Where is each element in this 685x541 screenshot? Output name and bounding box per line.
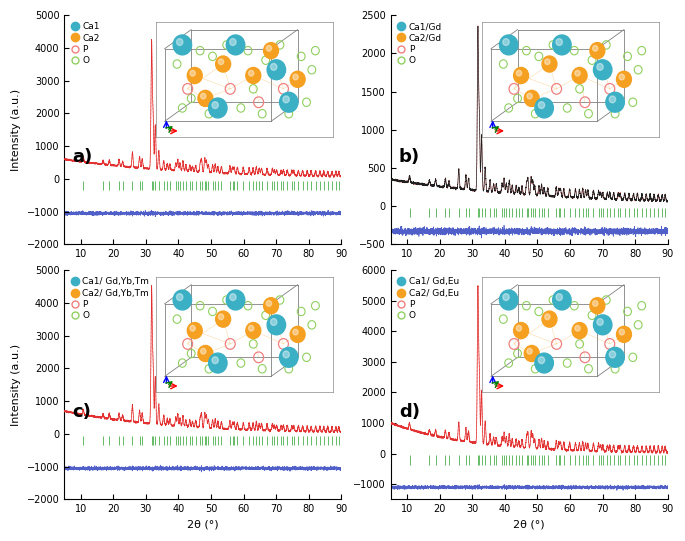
Y-axis label: Intensity (a.u.): Intensity (a.u.) xyxy=(11,344,21,426)
Text: a): a) xyxy=(73,148,93,166)
Legend: Ca1, Ca2, P, O: Ca1, Ca2, P, O xyxy=(68,19,103,68)
Text: d): d) xyxy=(399,403,420,421)
Text: c): c) xyxy=(73,403,92,421)
Legend: Ca1/ Gd,Eu, Ca2/ Gd,Eu, P, O: Ca1/ Gd,Eu, Ca2/ Gd,Eu, P, O xyxy=(395,275,462,323)
X-axis label: 2θ (°): 2θ (°) xyxy=(187,520,219,530)
Text: b): b) xyxy=(399,148,420,166)
X-axis label: 2θ (°): 2θ (°) xyxy=(513,520,545,530)
Legend: Ca1/ Gd,Yb,Tm, Ca2/ Gd,Yb,Tm, P, O: Ca1/ Gd,Yb,Tm, Ca2/ Gd,Yb,Tm, P, O xyxy=(68,275,152,323)
Legend: Ca1/Gd, Ca2/Gd, P, O: Ca1/Gd, Ca2/Gd, P, O xyxy=(395,19,445,68)
Y-axis label: Intensity (a.u.): Intensity (a.u.) xyxy=(11,89,21,171)
